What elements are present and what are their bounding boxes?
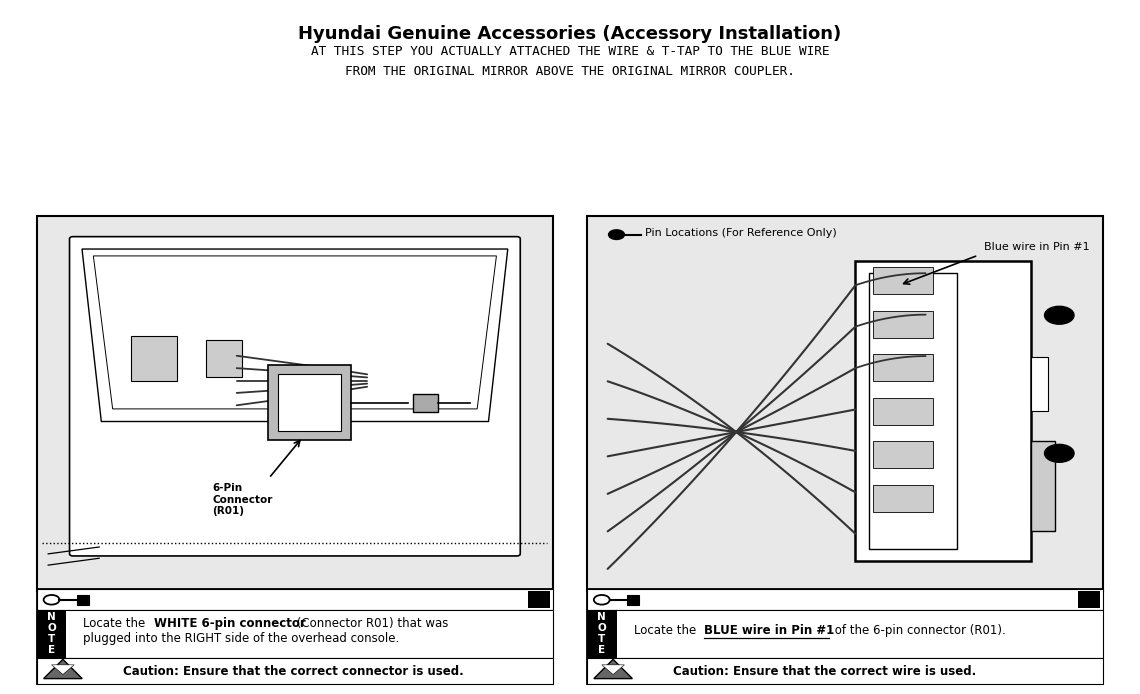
Bar — [873, 441, 933, 468]
Bar — [36, 658, 553, 684]
Text: WHITE 6-pin connector: WHITE 6-pin connector — [154, 617, 306, 630]
Text: Hyundai Genuine Accessories (Accessory Installation): Hyundai Genuine Accessories (Accessory I… — [299, 25, 841, 43]
Bar — [1078, 591, 1100, 608]
FancyBboxPatch shape — [70, 237, 520, 556]
Text: E: E — [598, 645, 605, 654]
Bar — [268, 365, 351, 441]
Text: O: O — [47, 623, 56, 633]
Bar — [36, 589, 553, 684]
Text: N: N — [597, 612, 606, 622]
Bar — [587, 610, 617, 658]
Text: Pin Locations (For Reference Only): Pin Locations (For Reference Only) — [645, 228, 837, 238]
Bar — [36, 589, 553, 610]
Bar — [873, 398, 933, 425]
Text: of the 6-pin connector (R01).: of the 6-pin connector (R01). — [831, 624, 1005, 636]
Text: AT THIS STEP YOU ACTUALLY ATTACHED THE WIRE & T-TAP TO THE BLUE WIRE: AT THIS STEP YOU ACTUALLY ATTACHED THE W… — [311, 46, 829, 58]
Polygon shape — [43, 659, 82, 679]
Bar — [36, 217, 553, 591]
Bar — [413, 394, 438, 412]
Text: 6-Pin
Connector
(R01): 6-Pin Connector (R01) — [212, 483, 272, 516]
Bar — [587, 589, 1104, 684]
Bar — [870, 273, 958, 550]
Bar — [587, 589, 1104, 610]
Bar — [278, 374, 341, 432]
Text: T: T — [48, 634, 55, 644]
Text: Locate the: Locate the — [634, 624, 700, 636]
Bar — [131, 335, 177, 380]
Text: E: E — [48, 645, 55, 654]
Bar — [873, 267, 933, 294]
Bar — [528, 591, 549, 608]
Bar — [1031, 357, 1049, 412]
Bar — [873, 485, 933, 512]
Polygon shape — [602, 665, 625, 675]
Circle shape — [609, 230, 625, 239]
Bar — [627, 595, 640, 604]
Text: T: T — [598, 634, 605, 644]
Polygon shape — [594, 659, 633, 679]
Text: Caution: Ensure that the correct connector is used.: Caution: Ensure that the correct connect… — [123, 665, 464, 677]
Bar — [873, 311, 933, 338]
Text: (Connector R01) that was: (Connector R01) that was — [293, 617, 448, 630]
Text: Blue wire in Pin #1: Blue wire in Pin #1 — [984, 242, 1090, 252]
Text: Locate the: Locate the — [83, 617, 149, 630]
Bar — [587, 217, 1104, 591]
Text: O: O — [597, 623, 606, 633]
Circle shape — [1044, 306, 1074, 324]
Text: N: N — [47, 612, 56, 622]
Circle shape — [1044, 444, 1074, 462]
Bar — [1031, 441, 1056, 532]
Bar — [587, 610, 1104, 658]
Bar — [873, 354, 933, 381]
Text: FROM THE ORIGINAL MIRROR ABOVE THE ORIGINAL MIRROR COUPLER.: FROM THE ORIGINAL MIRROR ABOVE THE ORIGI… — [345, 65, 795, 78]
Bar — [76, 595, 89, 604]
Bar — [587, 658, 1104, 684]
Bar — [36, 610, 553, 658]
Bar — [855, 261, 1031, 561]
Text: Caution: Ensure that the correct wire is used.: Caution: Ensure that the correct wire is… — [674, 665, 977, 677]
Text: plugged into the RIGHT side of the overhead console.: plugged into the RIGHT side of the overh… — [83, 632, 400, 645]
Bar — [36, 610, 66, 658]
Text: BLUE wire in Pin #1: BLUE wire in Pin #1 — [703, 624, 834, 636]
Polygon shape — [51, 665, 74, 675]
Bar — [206, 340, 242, 378]
